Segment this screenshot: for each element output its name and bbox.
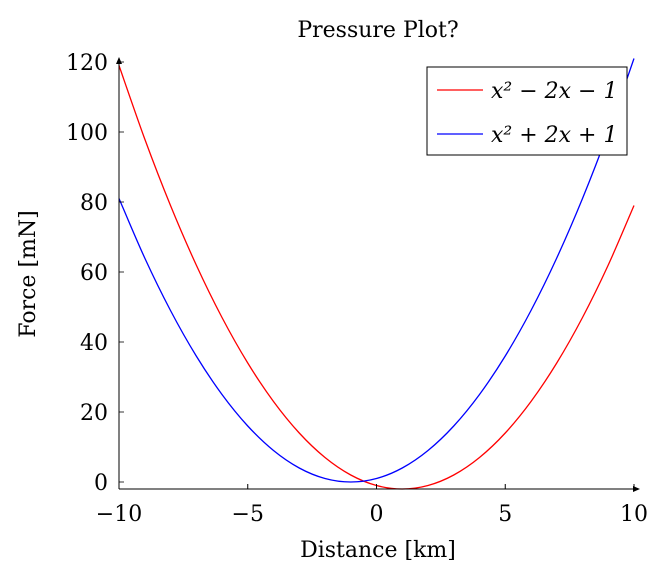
y-tick-label: 20: [80, 401, 108, 426]
legend: x² − 2x − 1 x² + 2x + 1: [426, 66, 628, 156]
y-tick-label: 100: [66, 121, 108, 146]
x-tick-label: −10: [96, 502, 142, 527]
x-tick-label: 5: [498, 502, 512, 527]
y-tick-label: 0: [94, 471, 108, 496]
legend-label-series-2: x² + 2x + 1: [491, 123, 617, 148]
legend-box: [426, 66, 628, 156]
x-axis-ticks: −10 −5 0 5 10: [96, 484, 648, 527]
y-axis-ticks: 0 20 40 60 80 100 120: [66, 51, 124, 496]
y-tick-label: 120: [66, 51, 108, 76]
series-line-2: [118, 58, 635, 483]
y-tick-label: 60: [80, 261, 108, 286]
x-tick-label: 0: [370, 502, 384, 527]
x-axis-arrow: [633, 486, 640, 492]
y-axis-arrow: [116, 57, 122, 64]
chart-title: Pressure Plot?: [297, 18, 458, 43]
x-tick-label: −5: [232, 502, 264, 527]
y-tick-label: 40: [80, 331, 108, 356]
y-axis-title: Force [mN]: [16, 210, 41, 337]
y-tick-label: 80: [80, 191, 108, 216]
x-tick-label: 10: [620, 502, 648, 527]
legend-label-series-1: x² − 2x − 1: [491, 79, 617, 104]
x-axis-title: Distance [km]: [300, 538, 456, 561]
